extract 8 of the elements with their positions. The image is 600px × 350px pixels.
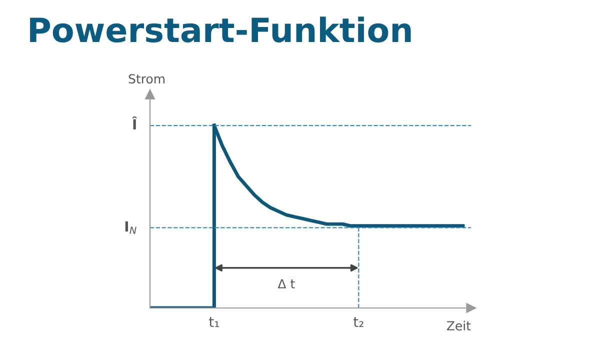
chart-title: Powerstart-Funktion: [30, 16, 411, 42]
annotation: Δ t: [278, 279, 295, 288]
ref-line-label: Î: [132, 116, 138, 130]
y-axis-title: Strom: [128, 74, 164, 84]
ref-line-label: I$_{N}$: [125, 221, 136, 234]
x-tick-label: t₁: [209, 317, 219, 327]
x-tick-label: t₂: [354, 317, 364, 327]
x-axis-title: Zeit: [446, 320, 471, 330]
